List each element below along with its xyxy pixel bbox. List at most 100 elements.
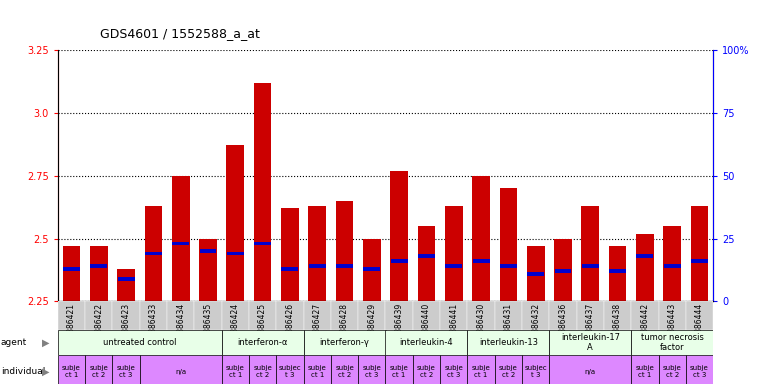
Bar (663, 226, 681, 301)
Text: GSM886437: GSM886437 (586, 303, 594, 349)
Bar (386, 330, 467, 355)
Bar (172, 176, 190, 301)
Bar (609, 270, 626, 273)
Bar (304, 330, 386, 355)
Bar (304, 355, 331, 384)
Text: GSM886423: GSM886423 (122, 303, 130, 349)
Bar (637, 255, 653, 258)
Text: GSM886439: GSM886439 (395, 303, 404, 349)
Text: subje
ct 1: subje ct 1 (308, 365, 327, 378)
Bar (577, 301, 604, 330)
Text: subje
ct 1: subje ct 1 (635, 365, 655, 378)
Bar (472, 176, 490, 301)
Bar (221, 330, 304, 355)
Text: subje
ct 1: subje ct 1 (390, 365, 409, 378)
Text: GSM886444: GSM886444 (695, 303, 704, 349)
Text: GSM886440: GSM886440 (422, 303, 431, 349)
Bar (359, 301, 386, 330)
Bar (549, 330, 631, 355)
Bar (276, 355, 304, 384)
Bar (500, 188, 517, 301)
Text: interleukin-17
A: interleukin-17 A (561, 333, 620, 353)
Bar (446, 265, 462, 268)
Bar (631, 355, 658, 384)
Text: tumor necrosis
factor: tumor necrosis factor (641, 333, 704, 353)
Bar (85, 355, 113, 384)
Bar (63, 267, 80, 270)
Text: n/a: n/a (584, 369, 596, 374)
Bar (221, 355, 249, 384)
Text: GSM886433: GSM886433 (149, 303, 158, 349)
Bar (686, 301, 713, 330)
Bar (445, 206, 463, 301)
Bar (581, 206, 599, 301)
Bar (113, 301, 140, 330)
Bar (527, 246, 544, 301)
Text: ▶: ▶ (42, 366, 50, 377)
Text: individual: individual (1, 367, 45, 376)
Text: subjec
t 3: subjec t 3 (524, 365, 547, 378)
Bar (390, 170, 408, 301)
Bar (309, 265, 325, 268)
Bar (440, 355, 467, 384)
Bar (227, 252, 244, 255)
Bar (58, 355, 85, 384)
Bar (85, 301, 113, 330)
Text: subjec
t 3: subjec t 3 (278, 365, 301, 378)
Text: subje
ct 2: subje ct 2 (417, 365, 436, 378)
Bar (467, 301, 495, 330)
Bar (90, 265, 107, 268)
Bar (276, 301, 304, 330)
Text: GSM886426: GSM886426 (285, 303, 295, 349)
Bar (522, 301, 549, 330)
Text: n/a: n/a (175, 369, 187, 374)
Text: GSM886422: GSM886422 (94, 303, 103, 349)
Bar (467, 355, 495, 384)
Bar (636, 233, 654, 301)
Text: ▶: ▶ (42, 338, 50, 348)
Text: subje
ct 2: subje ct 2 (253, 365, 272, 378)
Bar (140, 301, 167, 330)
Text: subje
ct 1: subje ct 1 (62, 365, 81, 378)
Bar (118, 277, 134, 281)
Bar (144, 206, 162, 301)
Bar (386, 301, 412, 330)
Text: interleukin-4: interleukin-4 (399, 338, 453, 347)
Bar (113, 355, 140, 384)
Bar (631, 330, 713, 355)
Bar (418, 255, 435, 258)
Text: subje
ct 2: subje ct 2 (335, 365, 354, 378)
Text: subje
ct 2: subje ct 2 (663, 365, 682, 378)
Bar (386, 355, 412, 384)
Bar (554, 270, 571, 273)
Text: GSM886427: GSM886427 (313, 303, 322, 349)
Text: GSM886438: GSM886438 (613, 303, 622, 349)
Bar (172, 242, 189, 245)
Bar (363, 238, 381, 301)
Bar (500, 265, 517, 268)
Text: interferon-α: interferon-α (237, 338, 288, 347)
Bar (308, 206, 326, 301)
Text: GSM886434: GSM886434 (177, 303, 185, 349)
Bar (194, 301, 222, 330)
Bar (140, 355, 221, 384)
Bar (62, 246, 80, 301)
Bar (582, 265, 599, 268)
Bar (495, 301, 522, 330)
Bar (658, 301, 686, 330)
Text: subje
ct 3: subje ct 3 (690, 365, 709, 378)
Text: GSM886441: GSM886441 (449, 303, 458, 349)
Bar (604, 301, 631, 330)
Bar (549, 355, 631, 384)
Text: GSM886436: GSM886436 (558, 303, 567, 349)
Bar (549, 301, 577, 330)
Bar (554, 238, 572, 301)
Text: GDS4601 / 1552588_a_at: GDS4601 / 1552588_a_at (100, 27, 260, 40)
Text: subje
ct 3: subje ct 3 (116, 365, 136, 378)
Text: agent: agent (1, 338, 27, 347)
Bar (249, 301, 276, 330)
Bar (331, 355, 359, 384)
Text: subje
ct 2: subje ct 2 (499, 365, 518, 378)
Bar (200, 249, 217, 253)
Bar (117, 269, 135, 301)
